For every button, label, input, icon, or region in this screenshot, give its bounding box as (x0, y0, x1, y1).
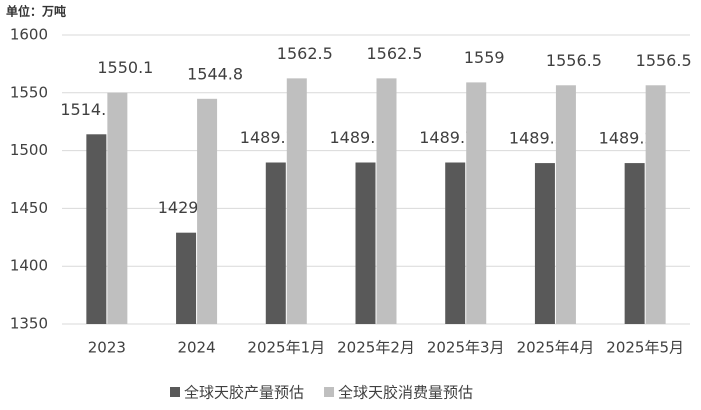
value-label: 1559 (464, 48, 505, 67)
bar (645, 85, 666, 324)
x-tick-label: 2025年1月 (247, 339, 325, 357)
y-tick-label: 1550 (10, 83, 48, 101)
value-label: 1562.5 (367, 44, 423, 63)
value-label: 1489.2 (599, 129, 655, 148)
bar (466, 82, 487, 325)
y-tick-label: 1450 (10, 199, 48, 217)
bar (445, 162, 466, 324)
bar (624, 163, 645, 324)
value-label: 1489.7 (330, 128, 386, 147)
x-tick-label: 2023 (88, 339, 126, 357)
legend-swatch (170, 387, 180, 397)
legend-label: 全球天胶产量预估 (184, 384, 304, 402)
bar (265, 162, 286, 324)
bar (534, 163, 555, 324)
x-tick-label: 2024 (177, 339, 215, 357)
bar (555, 85, 576, 324)
legend-swatch (324, 387, 335, 397)
value-label: 1514.1 (60, 100, 116, 119)
x-tick-label: 2025年3月 (427, 339, 505, 357)
unit-label: 单位：万吨 (6, 4, 66, 19)
value-label: 1562.5 (277, 44, 333, 63)
value-label: 1550.1 (97, 58, 153, 77)
bar (197, 98, 218, 324)
x-tick-label: 2025年4月 (517, 339, 595, 357)
bar (376, 78, 397, 324)
value-label: 1489.2 (509, 129, 565, 148)
bar (86, 134, 107, 324)
bar (107, 92, 128, 324)
legend-label: 全球天胶消费量预估 (338, 384, 473, 402)
x-tick-label: 2025年5月 (606, 339, 684, 357)
bar (355, 162, 376, 324)
value-label: 1429 (158, 198, 199, 217)
value-label: 1489.7 (240, 128, 296, 147)
bar (286, 78, 307, 324)
value-label: 1544.8 (187, 64, 243, 83)
y-tick-label: 1600 (10, 26, 48, 44)
x-tick-label: 2025年2月 (337, 339, 415, 357)
value-label: 1556.5 (546, 51, 602, 70)
bar (176, 232, 197, 324)
y-tick-label: 1400 (10, 257, 48, 275)
value-label: 1556.5 (636, 51, 692, 70)
value-label: 1489.7 (419, 128, 475, 147)
y-tick-label: 1500 (10, 141, 48, 159)
y-tick-label: 1350 (10, 315, 48, 333)
